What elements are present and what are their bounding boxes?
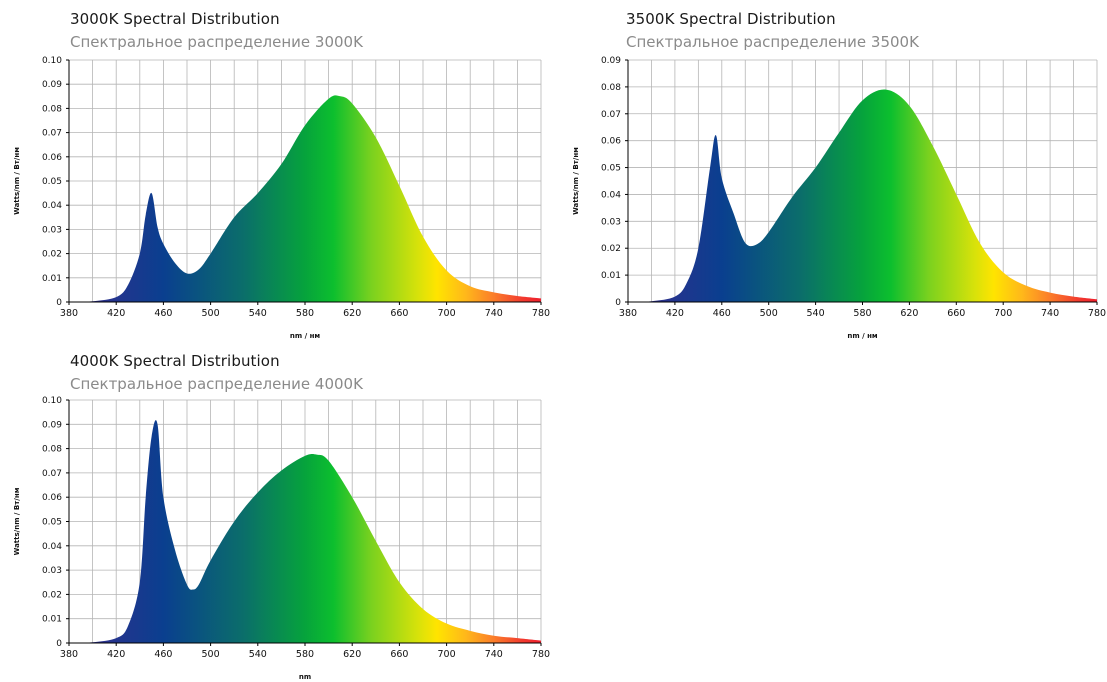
x-tick-label: 660 (390, 308, 408, 319)
y-tick-label: 0.06 (42, 493, 62, 503)
x-tick-label: 700 (994, 308, 1012, 319)
spectrum-area (69, 420, 541, 643)
y-tick-label: 0.10 (42, 396, 62, 406)
y-tick-label: 0.05 (601, 164, 621, 174)
x-tick-label: 580 (296, 308, 314, 319)
x-tick-label: 500 (202, 649, 220, 660)
x-tick-label: 380 (60, 649, 78, 660)
x-tick-label: 540 (249, 308, 267, 319)
x-tick-label: 740 (485, 649, 503, 660)
x-tick-label: 540 (807, 308, 825, 319)
x-tick-label: 780 (1088, 308, 1106, 319)
chart-title: 4000K Spectral Distribution (70, 352, 280, 370)
y-axis-label: Watts/nm / Вт/нм (13, 487, 21, 555)
x-axis-label: nm (299, 673, 311, 681)
y-tick-label: 0.09 (601, 56, 621, 66)
y-tick-label: 0.07 (42, 129, 62, 139)
y-tick-label: 0.02 (42, 250, 62, 260)
x-tick-label: 540 (249, 649, 267, 660)
y-axis-label: Watts/nm / Вт/нм (572, 147, 580, 215)
y-tick-label: 0.01 (42, 274, 62, 284)
y-tick-label: 0.04 (42, 201, 62, 211)
y-tick-label: 0.03 (601, 217, 621, 227)
y-tick-label: 0.03 (42, 566, 62, 576)
x-tick-label: 780 (532, 649, 550, 660)
x-tick-label: 380 (619, 308, 637, 319)
y-tick-label: 0.06 (42, 153, 62, 163)
x-tick-label: 620 (900, 308, 918, 319)
y-tick-label: 0.08 (601, 83, 621, 93)
chart-subtitle: Спектральное распределение 3500K (626, 33, 919, 51)
y-tick-label: 0.04 (42, 542, 62, 552)
chart-title: 3000K Spectral Distribution (70, 10, 280, 28)
y-tick-label: 0.03 (42, 225, 62, 235)
y-tick-label: 0.06 (601, 137, 621, 147)
x-tick-label: 780 (532, 308, 550, 319)
x-tick-label: 580 (296, 649, 314, 660)
x-axis-label: nm / нм (847, 332, 878, 340)
x-tick-label: 500 (202, 308, 220, 319)
y-tick-label: 0.02 (42, 590, 62, 600)
x-tick-label: 500 (760, 308, 778, 319)
x-tick-label: 660 (947, 308, 965, 319)
y-tick-label: 0.10 (42, 56, 62, 66)
x-tick-label: 420 (666, 308, 684, 319)
chart-2: 0 0.01 0.02 0.03 0.04 0.05 0.06 0.07 0.08 0.09 0.1… (13, 396, 550, 681)
x-tick-label: 460 (154, 308, 172, 319)
y-tick-label: 0.01 (42, 615, 62, 625)
y-tick-label: 0 (56, 298, 62, 308)
x-tick-label: 580 (853, 308, 871, 319)
y-tick-label: 0 (615, 298, 621, 308)
y-tick-label: 0.09 (42, 420, 62, 430)
x-tick-label: 700 (438, 308, 456, 319)
x-tick-label: 740 (1041, 308, 1059, 319)
y-tick-label: 0.07 (42, 469, 62, 479)
chart-1: 0 0.01 0.02 0.03 0.04 0.05 0.06 0.07 0.08 0.09 380… (572, 56, 1106, 340)
y-tick-label: 0.02 (601, 244, 621, 254)
y-tick-label: 0.05 (42, 177, 62, 187)
x-tick-label: 460 (154, 649, 172, 660)
y-tick-label: 0.08 (42, 445, 62, 455)
chart-0: 0 0.01 0.02 0.03 0.04 0.05 0.06 0.07 0.08 0.09 0.1… (13, 56, 550, 340)
x-tick-label: 740 (485, 308, 503, 319)
y-tick-label: 0.08 (42, 104, 62, 114)
x-axis-label: nm / нм (290, 332, 321, 340)
x-tick-label: 380 (60, 308, 78, 319)
x-tick-label: 460 (713, 308, 731, 319)
chart-subtitle: Спектральное распределение 4000K (70, 375, 363, 393)
x-tick-label: 620 (343, 308, 361, 319)
y-tick-label: 0.01 (601, 271, 621, 281)
x-tick-label: 420 (107, 649, 125, 660)
x-tick-label: 620 (343, 649, 361, 660)
y-tick-label: 0.09 (42, 80, 62, 90)
y-tick-label: 0.05 (42, 518, 62, 528)
chart-subtitle: Спектральное распределение 3000K (70, 33, 363, 51)
x-tick-label: 420 (107, 308, 125, 319)
spectrum-area (69, 95, 541, 302)
chart-title: 3500K Spectral Distribution (626, 10, 836, 28)
x-tick-label: 660 (390, 649, 408, 660)
y-tick-label: 0 (56, 639, 62, 649)
y-tick-label: 0.07 (601, 110, 621, 120)
spectrum-area (628, 89, 1097, 302)
y-tick-label: 0.04 (601, 190, 621, 200)
y-axis-label: Watts/nm / Вт/нм (13, 147, 21, 215)
x-tick-label: 700 (438, 649, 456, 660)
